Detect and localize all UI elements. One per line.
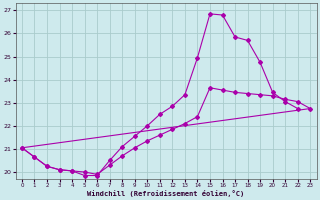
X-axis label: Windchill (Refroidissement éolien,°C): Windchill (Refroidissement éolien,°C) <box>87 190 245 197</box>
